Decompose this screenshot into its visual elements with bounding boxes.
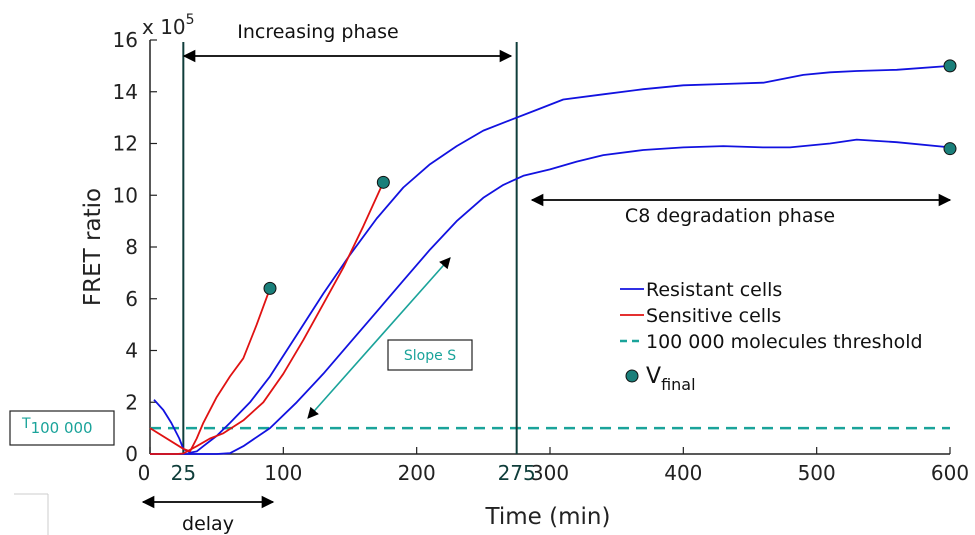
final-markers <box>263 59 957 295</box>
delay-label: delay <box>182 513 234 535</box>
x-tick-label-extra: 275 <box>498 461 536 485</box>
tau-label: T100 000 <box>21 416 93 437</box>
y-tick-label: 8 <box>125 235 138 259</box>
x-axis-label: Time (min) <box>485 504 611 530</box>
x-tick-label: 100 <box>264 461 302 485</box>
final-marker-1 <box>376 175 390 189</box>
final-marker-2 <box>943 59 957 73</box>
y-tick-label: 12 <box>113 132 138 156</box>
series-line-3 <box>150 181 385 455</box>
y-tick-label: 4 <box>125 339 138 363</box>
legend-swatch <box>625 369 639 383</box>
x-tick-label: 500 <box>798 461 836 485</box>
x-tick-label: 400 <box>664 461 702 485</box>
y-ticks: 0 2 4 6 8 10 12 14 16 <box>113 28 157 466</box>
phase-lines <box>182 42 518 454</box>
slope-box <box>387 339 473 371</box>
series-line-0 <box>153 65 951 454</box>
series-group <box>149 65 951 455</box>
y-tick-label: 14 <box>113 80 138 104</box>
y-tick-label: 0 <box>125 442 138 466</box>
x-tick-label: 200 <box>398 461 436 485</box>
final-marker-3 <box>943 142 957 156</box>
tau-box <box>9 410 115 446</box>
x-tick-label: 600 <box>931 461 969 485</box>
legend-label: Sensitive cells <box>646 305 781 327</box>
y-axis-label: FRET ratio <box>80 188 106 306</box>
series-line-1 <box>150 138 951 455</box>
x-tick-label: 300 <box>531 461 569 485</box>
y-tick-label: 2 <box>125 390 138 414</box>
x-tick-label-extra: 25 <box>171 461 196 485</box>
increasing-phase-label: Increasing phase <box>237 21 398 43</box>
final-marker-0 <box>263 281 277 295</box>
y-tick-label: 10 <box>113 183 138 207</box>
slope-label: Slope S <box>404 348 456 364</box>
degradation-phase-label: C8 degradation phase <box>625 205 835 227</box>
legend-label: Vfinal <box>646 364 696 394</box>
y-tick-label: 6 <box>125 287 138 311</box>
x-tick-label: 0 <box>138 461 151 485</box>
slope-arrow <box>307 257 451 419</box>
legend-label: 100 000 molecules threshold <box>646 331 923 353</box>
y-multiplier: x 105 <box>142 12 195 39</box>
y-tick-label: 16 <box>113 28 138 52</box>
legend: Resistant cells Sensitive cells 100 000 mo… <box>620 279 923 394</box>
series-line-2 <box>149 288 271 453</box>
legend-label: Resistant cells <box>646 279 782 301</box>
x-ticks: 0 100 200 300 400 500 600 25 275 <box>138 447 969 485</box>
